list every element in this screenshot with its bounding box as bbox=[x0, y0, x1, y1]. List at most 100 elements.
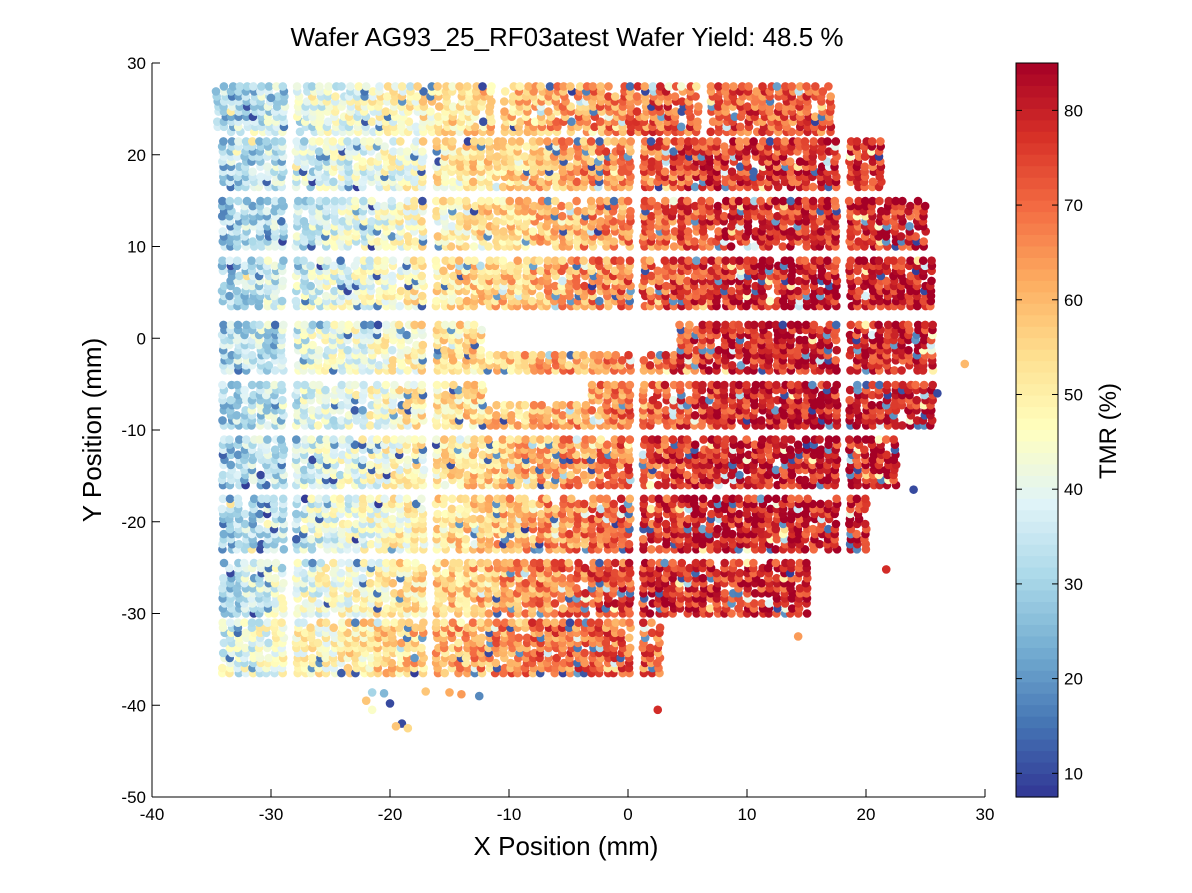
data-point bbox=[604, 92, 613, 101]
data-point bbox=[669, 147, 678, 156]
data-point bbox=[822, 380, 832, 390]
chart-title: Wafer AG93_25_RF03atest Wafer Yield: 48.… bbox=[290, 22, 843, 52]
data-point bbox=[387, 271, 397, 281]
data-point bbox=[581, 206, 590, 216]
data-point bbox=[256, 470, 266, 480]
data-point bbox=[595, 296, 604, 306]
data-point bbox=[330, 286, 339, 296]
data-point bbox=[432, 137, 441, 146]
data-point bbox=[350, 380, 360, 390]
data-point bbox=[861, 291, 870, 301]
data-point bbox=[375, 82, 384, 91]
data-point bbox=[875, 196, 884, 206]
data-point bbox=[626, 206, 635, 216]
data-point bbox=[418, 196, 427, 206]
data-point bbox=[277, 137, 287, 146]
data-point bbox=[646, 137, 656, 146]
data-point bbox=[373, 201, 382, 211]
data-point bbox=[810, 112, 820, 121]
data-point bbox=[684, 256, 693, 266]
data-point bbox=[742, 196, 751, 206]
data-point bbox=[603, 137, 613, 146]
data-point bbox=[500, 107, 509, 116]
data-point bbox=[500, 87, 510, 96]
data-point bbox=[211, 87, 221, 96]
data-point bbox=[648, 82, 658, 91]
data-point bbox=[468, 177, 478, 187]
data-point bbox=[558, 256, 567, 266]
data-point bbox=[219, 320, 228, 330]
data-point bbox=[365, 137, 375, 146]
data-point bbox=[440, 380, 450, 390]
data-point bbox=[485, 256, 495, 266]
data-point bbox=[315, 137, 324, 146]
data-point bbox=[498, 182, 508, 192]
data-point bbox=[307, 82, 317, 91]
data-point bbox=[448, 82, 457, 91]
data-point bbox=[781, 82, 790, 91]
data-point bbox=[439, 196, 448, 206]
data-point bbox=[729, 82, 738, 91]
data-point bbox=[868, 196, 877, 206]
data-point bbox=[446, 196, 456, 206]
data-point bbox=[410, 196, 419, 206]
data-point bbox=[898, 380, 907, 390]
data-point bbox=[824, 271, 833, 281]
data-point bbox=[306, 196, 315, 206]
data-point bbox=[617, 380, 627, 390]
data-point bbox=[675, 380, 685, 390]
data-point bbox=[734, 137, 744, 146]
data-point bbox=[331, 92, 340, 101]
data-point bbox=[529, 400, 539, 410]
data-point bbox=[919, 380, 929, 390]
data-point bbox=[874, 256, 884, 266]
data-point bbox=[640, 82, 650, 91]
data-point bbox=[653, 201, 662, 211]
data-point bbox=[255, 320, 264, 330]
data-point bbox=[522, 142, 531, 151]
data-point bbox=[897, 256, 906, 266]
data-point bbox=[402, 147, 412, 156]
data-point bbox=[235, 82, 245, 91]
data-point bbox=[225, 291, 234, 301]
data-point bbox=[759, 137, 768, 146]
data-point bbox=[552, 137, 561, 146]
data-point bbox=[823, 256, 832, 266]
data-point bbox=[669, 242, 679, 251]
data-point bbox=[692, 82, 701, 91]
data-point bbox=[550, 206, 560, 216]
data-point bbox=[359, 380, 368, 390]
data-point bbox=[515, 137, 525, 146]
data-point bbox=[247, 380, 257, 390]
data-point bbox=[365, 256, 375, 266]
data-point bbox=[367, 196, 377, 206]
data-point bbox=[712, 320, 721, 330]
data-point bbox=[323, 256, 332, 266]
data-point bbox=[255, 137, 264, 146]
data-point bbox=[358, 406, 367, 415]
data-point bbox=[883, 320, 893, 330]
data-point bbox=[557, 137, 567, 146]
data-point bbox=[572, 196, 581, 206]
data-point bbox=[772, 82, 782, 91]
data-point bbox=[478, 82, 487, 91]
data-point bbox=[492, 217, 501, 226]
data-point bbox=[300, 380, 310, 390]
data-point bbox=[573, 206, 583, 216]
data-point bbox=[913, 196, 923, 206]
data-point bbox=[752, 87, 761, 96]
data-point bbox=[625, 82, 635, 91]
data-point bbox=[876, 137, 885, 146]
data-point bbox=[647, 196, 656, 206]
data-point bbox=[550, 350, 560, 360]
data-point bbox=[793, 137, 803, 146]
data-point bbox=[373, 237, 383, 246]
data-point bbox=[714, 227, 723, 236]
data-point bbox=[683, 227, 693, 236]
data-point bbox=[463, 137, 473, 146]
data-point bbox=[626, 137, 635, 146]
data-point bbox=[920, 320, 930, 330]
data-point bbox=[264, 82, 274, 91]
data-point bbox=[382, 320, 391, 330]
